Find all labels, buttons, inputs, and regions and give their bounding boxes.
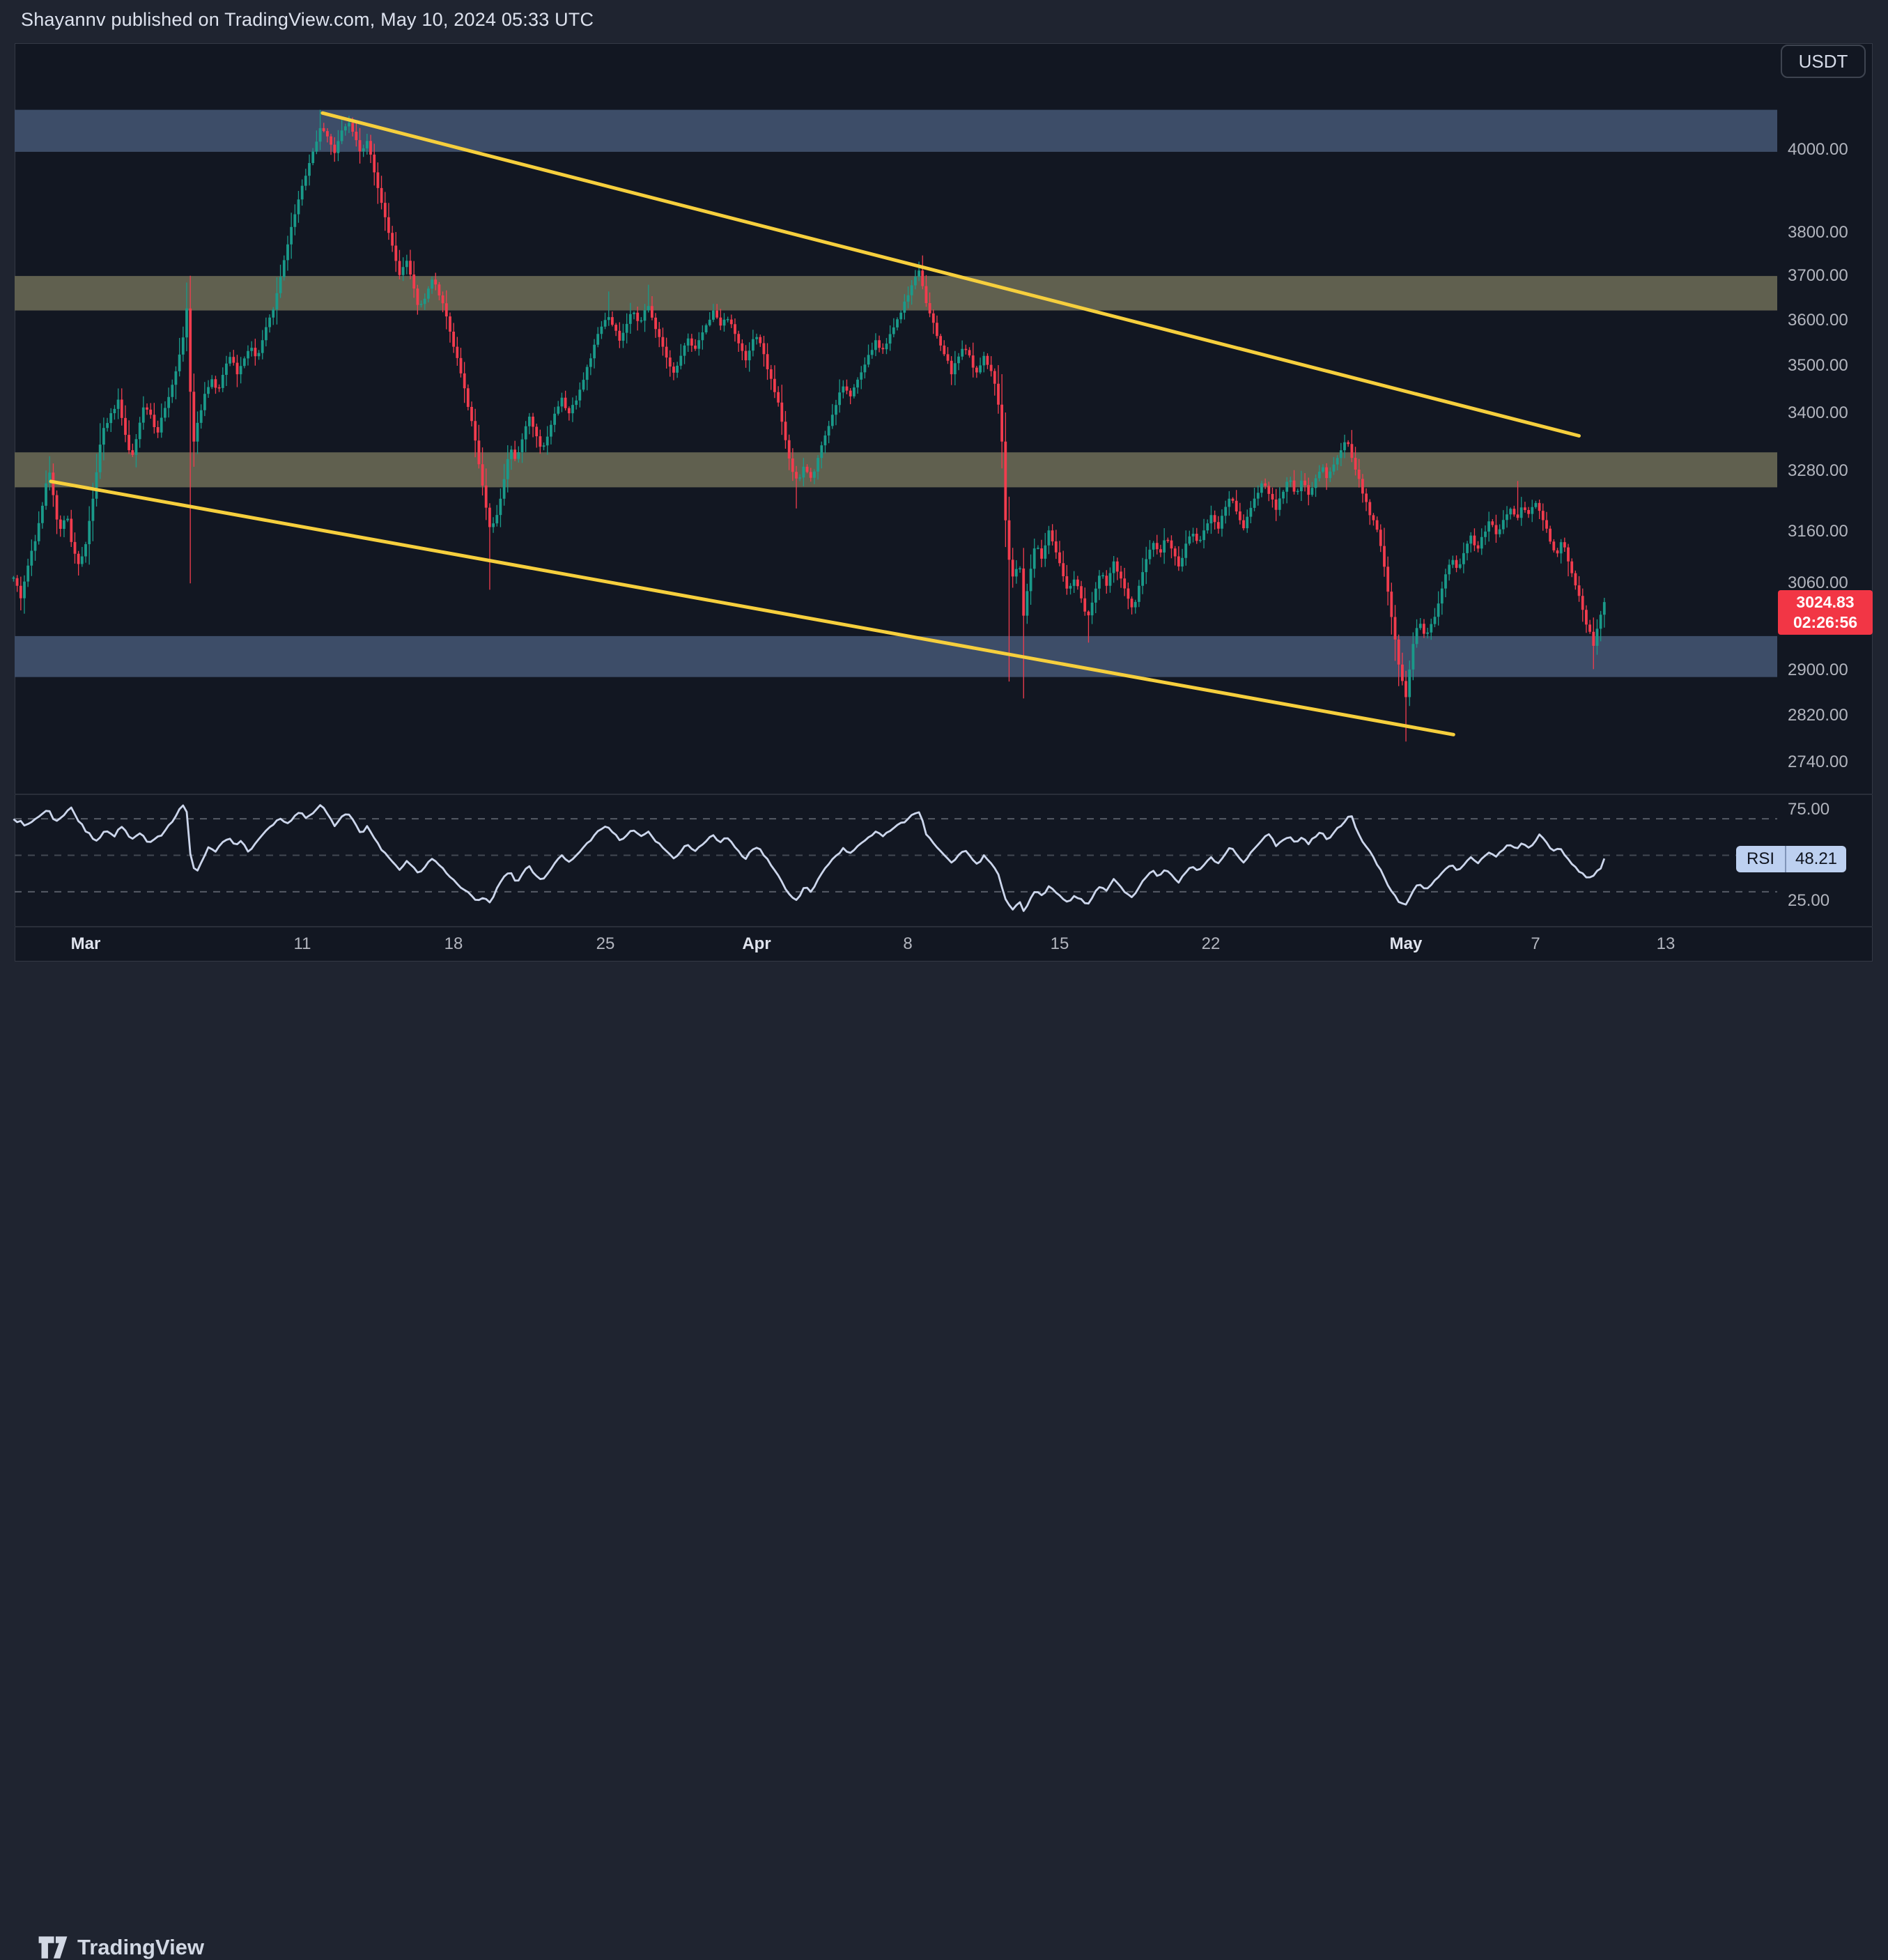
price-tick-3700: 3700.00 [1788, 266, 1848, 285]
price-tick-2740: 2740.00 [1788, 753, 1848, 771]
time-tick-15: 15 [1050, 934, 1069, 953]
candles-layer [12, 109, 1606, 742]
tradingview-logo[interactable]: TradingView [38, 1935, 204, 1960]
time-tick-25: 25 [596, 934, 615, 953]
channel-lower[interactable] [49, 479, 1455, 736]
descending-channel-trendlines[interactable] [49, 111, 1581, 736]
time-tick-13: 13 [1656, 934, 1676, 953]
price-tick-2820: 2820.00 [1788, 706, 1848, 725]
published-attribution-text: Shayannv published on TradingView.com, M… [21, 9, 594, 30]
pane-separators [15, 794, 1873, 927]
time-tick-22: 22 [1201, 934, 1221, 953]
rsi-value-badge: RSI 48.21 [1736, 846, 1846, 872]
rsi-label: RSI [1736, 846, 1786, 872]
quote-currency-label: USDT [1798, 50, 1848, 72]
price-tick-3800: 3800.00 [1788, 223, 1848, 242]
channel-upper[interactable] [320, 111, 1581, 438]
rsi-indicator-layer [13, 804, 1777, 912]
header-bar: Shayannv published on TradingView.com, M… [0, 0, 1888, 43]
support-resistance-zones [15, 109, 1777, 677]
time-tick-May: May [1389, 934, 1423, 953]
time-tick-18: 18 [444, 934, 463, 953]
candlestick-chart[interactable] [0, 0, 1888, 1012]
support-zone-2925 [15, 635, 1777, 677]
footer-bar: TradingView [0, 962, 1888, 1959]
price-tick-3500: 3500.00 [1788, 356, 1848, 375]
last-price-badge: 3024.83 02:26:56 [1778, 590, 1873, 635]
rsi-tick-75: 75.00 [1788, 800, 1830, 819]
price-tick-3280: 3280.00 [1788, 461, 1848, 480]
tradingview-logo-text: TradingView [77, 1935, 205, 1959]
price-tick-3600: 3600.00 [1788, 311, 1848, 330]
down-candle-bodies [15, 123, 1595, 697]
bar-countdown: 02:26:56 [1793, 613, 1858, 631]
time-tick-11: 11 [293, 934, 311, 953]
rsi-value: 48.21 [1786, 846, 1846, 872]
resistance-zone-4050 [15, 109, 1777, 152]
time-tick-Apr: Apr [742, 934, 771, 953]
time-tick-8: 8 [903, 934, 913, 953]
time-tick-7: 7 [1531, 934, 1540, 953]
price-tick-4000: 4000.00 [1788, 140, 1848, 159]
supply-zone-3660 [15, 276, 1777, 311]
rsi-line [13, 804, 1606, 912]
price-tick-3160: 3160.00 [1788, 522, 1848, 541]
price-tick-3400: 3400.00 [1788, 403, 1848, 422]
quote-currency-chip[interactable]: USDT [1781, 45, 1866, 78]
tradingview-logo-icon [38, 1936, 68, 1959]
last-price-value: 3024.83 [1796, 593, 1855, 611]
time-tick-Mar: Mar [70, 934, 101, 953]
up-candle-bodies [12, 123, 1606, 697]
price-tick-3060: 3060.00 [1788, 573, 1848, 592]
pivot-zone-3280 [15, 452, 1777, 488]
price-tick-2900: 2900.00 [1788, 661, 1848, 679]
rsi-tick-25: 25.00 [1788, 891, 1830, 910]
